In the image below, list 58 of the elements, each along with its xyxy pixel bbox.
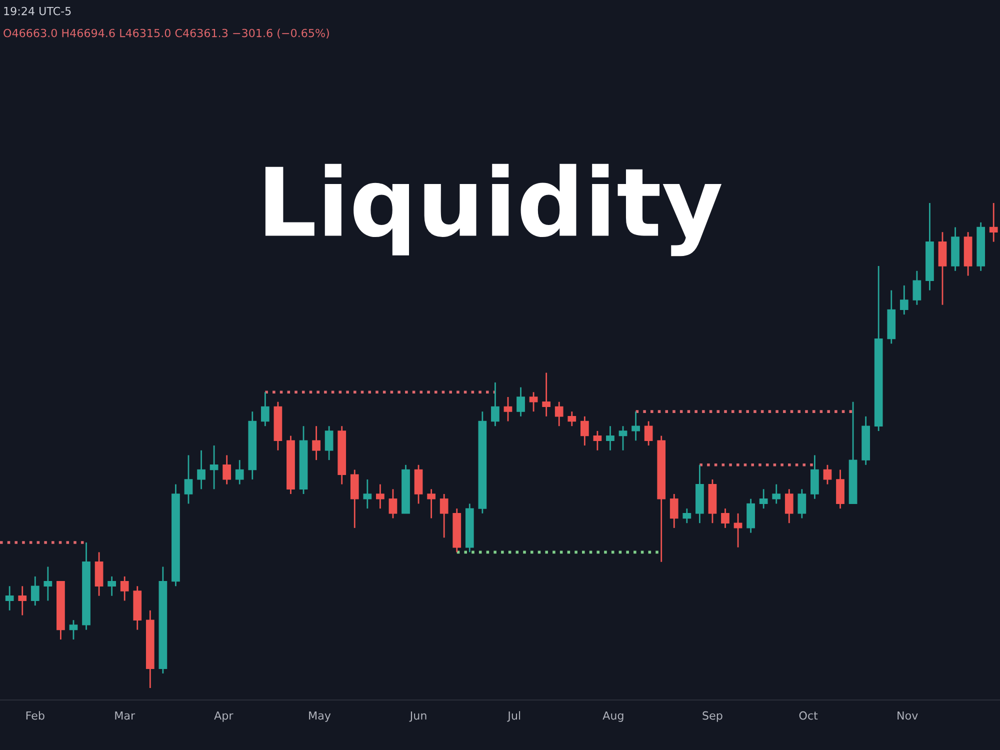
text: 19:24 UTC-5 [4, 6, 71, 16]
candlestick [721, 508, 730, 529]
candlestick [427, 488, 436, 519]
candlestick [632, 410, 640, 442]
candlestick [682, 508, 692, 524]
candlestick [312, 425, 320, 461]
candlestick [516, 386, 525, 418]
candlestick [30, 576, 40, 606]
candlestick [376, 484, 384, 510]
candlestick [542, 372, 551, 418]
text: O46663.0 H46694.6 L46315.0 C46361.3 −301.6 (−0.65%) [4, 28, 329, 39]
candlestick [210, 444, 218, 490]
candlestick [784, 488, 794, 524]
candlestick [197, 450, 206, 490]
candlestick [363, 478, 372, 510]
candlestick [529, 391, 538, 412]
candlestick [798, 488, 806, 519]
candlestick [108, 576, 116, 597]
candlestick [69, 619, 78, 640]
x-tick-label: May [309, 711, 331, 722]
candlestick [5, 585, 14, 612]
candlestick [759, 488, 768, 510]
candlestick [554, 401, 564, 427]
candlestick [18, 585, 27, 616]
candlestick [260, 391, 270, 427]
candlestick [235, 459, 244, 485]
candlestick [772, 484, 781, 504]
x-tick-label: Jul [507, 711, 520, 722]
candlestick [823, 464, 832, 485]
x-tick-label: Jun [409, 711, 426, 722]
candlestick [618, 425, 628, 452]
chart-title: Liquidity [265, 164, 722, 256]
candlestick [606, 425, 614, 452]
candlestick [491, 382, 500, 427]
x-tick-label: Nov [898, 711, 918, 720]
candlestick [504, 396, 512, 422]
candlestick [324, 425, 334, 461]
candlestick [734, 512, 742, 548]
candlestick [644, 420, 653, 446]
x-tick-label: Sep [702, 711, 722, 722]
candlestick [44, 566, 52, 602]
candlestick [670, 493, 678, 529]
candlestick [900, 284, 908, 316]
x-tick-label: Oct [799, 711, 818, 720]
candlestick [593, 430, 602, 452]
candlestick [388, 488, 398, 519]
x-tick-label: Mar [115, 711, 136, 720]
candlestick [120, 576, 129, 602]
candlestick [568, 410, 576, 427]
candlestick [222, 454, 232, 485]
candlestick [989, 202, 998, 242]
x-tick-label: Aug [602, 711, 624, 722]
x-tick-label: Feb [26, 711, 44, 720]
candlestick [912, 270, 922, 306]
candlestick [184, 454, 193, 504]
candlestick [440, 493, 448, 538]
x-tick-label: Apr [214, 711, 234, 722]
candlestick [580, 416, 589, 446]
